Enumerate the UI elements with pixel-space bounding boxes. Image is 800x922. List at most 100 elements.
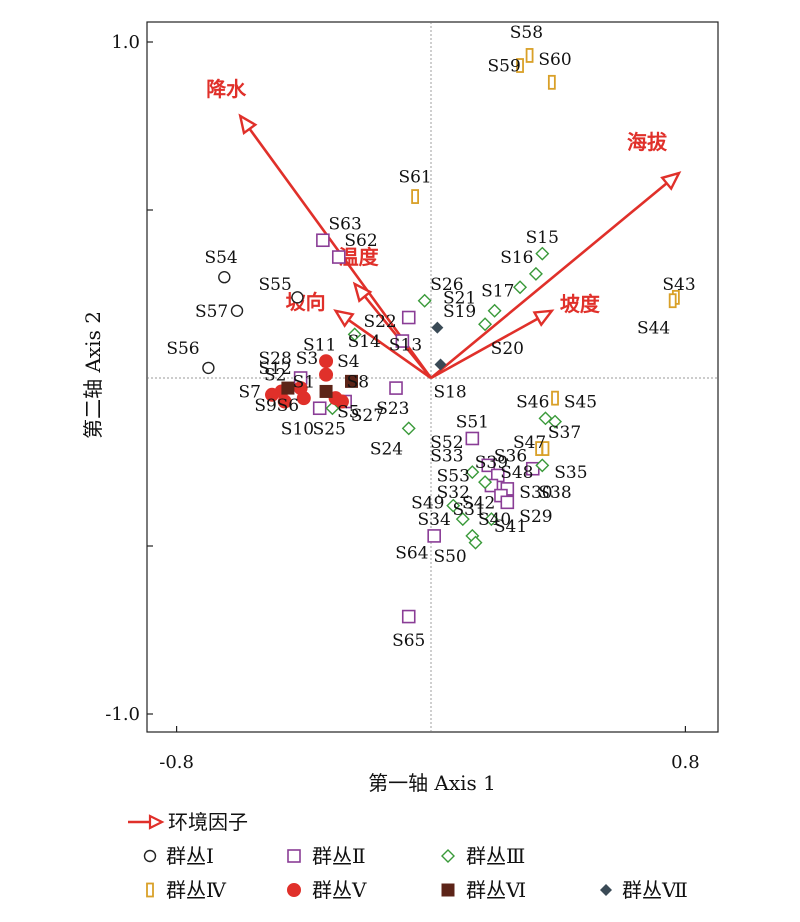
data-point xyxy=(431,321,444,334)
point-label: S2 xyxy=(264,366,286,386)
point-label: S37 xyxy=(548,423,581,443)
data-point xyxy=(427,529,441,543)
point-label: S7 xyxy=(239,382,261,402)
data-point xyxy=(325,401,340,416)
data-point xyxy=(455,512,470,527)
data-point xyxy=(401,421,416,436)
y-axis-title: 第二轴 Axis 2 xyxy=(81,311,105,439)
data-point xyxy=(548,414,563,429)
env-vector-label: 坡度 xyxy=(560,292,601,316)
legend-marker xyxy=(600,884,612,896)
point-label: S46 xyxy=(516,393,549,413)
legend-marker xyxy=(128,814,165,830)
data-point xyxy=(334,394,349,409)
data-point xyxy=(525,48,534,63)
point-label: S30 xyxy=(519,483,552,503)
point-label: S36 xyxy=(494,446,527,466)
data-point xyxy=(202,361,215,375)
data-point xyxy=(401,310,416,325)
legend-marker xyxy=(441,883,455,897)
data-point xyxy=(265,387,279,402)
point-label: S48 xyxy=(500,463,533,483)
point-label: S16 xyxy=(500,248,533,268)
point-label: S4 xyxy=(337,352,359,372)
data-point xyxy=(277,394,292,409)
point-label: S18 xyxy=(433,382,466,402)
legend-marker xyxy=(441,849,455,863)
point-label: S43 xyxy=(662,275,695,295)
data-point xyxy=(487,303,502,318)
point-label: S44 xyxy=(637,319,670,339)
point-label: S53 xyxy=(437,466,470,486)
data-point xyxy=(345,374,358,388)
point-label: S38 xyxy=(538,483,571,503)
data-point xyxy=(291,291,304,304)
point-label: S65 xyxy=(392,631,425,651)
point-label: S28 xyxy=(259,349,292,369)
env-vector-label: 海拔 xyxy=(627,130,668,154)
legend-label: 群丛Ⅴ xyxy=(312,878,367,902)
point-label: S31 xyxy=(453,500,486,520)
data-point xyxy=(481,458,496,473)
point-label: S11 xyxy=(303,335,336,355)
env-vector-label: 坡向 xyxy=(286,290,326,314)
point-label: S23 xyxy=(376,399,409,419)
data-point xyxy=(547,74,556,90)
point-label: S13 xyxy=(389,335,422,355)
data-point xyxy=(468,535,483,550)
point-label: S35 xyxy=(554,463,587,483)
data-point xyxy=(296,391,311,406)
point-label: S12 xyxy=(259,359,292,379)
data-point xyxy=(230,304,244,317)
data-point xyxy=(316,233,330,248)
data-point xyxy=(411,189,420,204)
legend-marker xyxy=(146,882,154,898)
point-label: S51 xyxy=(456,413,489,433)
point-label: S9 xyxy=(254,396,276,416)
legend-label: 群丛Ⅶ xyxy=(622,878,688,902)
point-label: S41 xyxy=(494,517,527,537)
legend-label: 群丛Ⅱ xyxy=(312,844,366,868)
data-point xyxy=(312,401,327,416)
legend-label: 环境因子 xyxy=(168,810,248,834)
point-label: S52 xyxy=(430,433,463,453)
x-tick-label: -0.8 xyxy=(159,752,194,773)
env-vector-arrowhead xyxy=(532,309,555,327)
data-point xyxy=(551,390,559,406)
legend-marker xyxy=(143,849,157,863)
data-point xyxy=(465,431,480,446)
data-point xyxy=(535,458,550,473)
legend-label: 群丛Ⅰ xyxy=(166,844,214,868)
point-label: S1 xyxy=(293,372,315,392)
point-label: S49 xyxy=(411,493,444,513)
legend-marker xyxy=(287,849,301,863)
point-label: S62 xyxy=(344,231,377,251)
point-label: S39 xyxy=(475,453,508,473)
env-vector-arrowhead xyxy=(238,113,258,136)
point-label: S59 xyxy=(487,57,520,77)
env-vector-arrowhead xyxy=(660,171,682,191)
point-label: S22 xyxy=(363,312,396,332)
data-point xyxy=(446,498,461,513)
point-label: S47 xyxy=(513,433,546,453)
point-label: S58 xyxy=(510,23,543,43)
legend-label: 群丛Ⅳ xyxy=(166,878,227,902)
data-point xyxy=(347,327,362,342)
data-point xyxy=(319,367,334,382)
point-label: S55 xyxy=(259,275,292,295)
point-label: S10 xyxy=(281,419,314,439)
data-point xyxy=(528,266,543,281)
point-label: S33 xyxy=(430,446,463,466)
legend-marker xyxy=(287,883,301,897)
data-point xyxy=(484,512,499,527)
data-point xyxy=(516,58,524,73)
point-label: S24 xyxy=(370,440,403,460)
point-label: S27 xyxy=(351,406,384,426)
data-point xyxy=(535,246,550,261)
data-point xyxy=(478,475,493,490)
point-label: S50 xyxy=(433,547,466,567)
env-vector-arrowhead xyxy=(352,281,373,303)
point-label: S8 xyxy=(347,372,369,392)
